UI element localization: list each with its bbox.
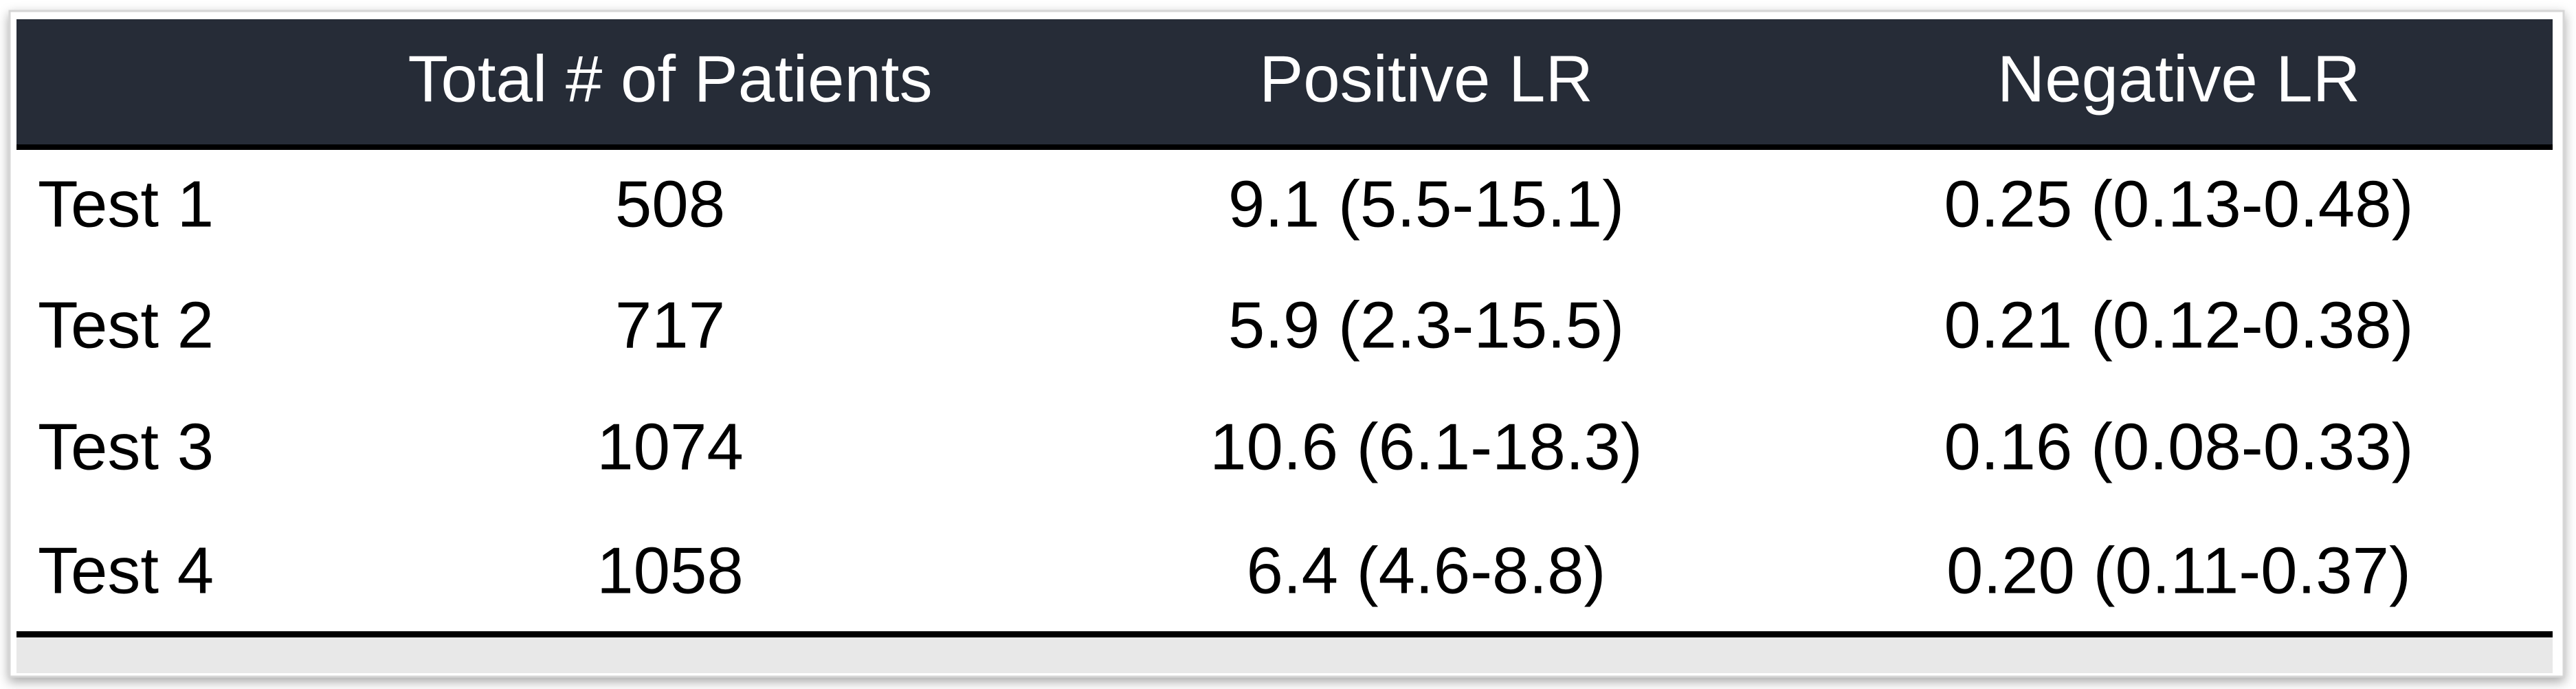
bottom-rule [16,631,2553,637]
footer-band [16,637,2553,673]
table-cell: 9.1 (5.5-15.1) [1228,167,1624,241]
table-cell: 717 [615,288,725,362]
table-cell: 6.4 (4.6-8.8) [1247,534,1606,607]
column-header: Negative LR [1997,42,2360,116]
column-header: Total # of Patients [408,42,932,116]
table-cell: 0.21 (0.12-0.38) [1944,288,2413,362]
row-label: Test 4 [38,534,214,607]
header-band [16,19,2553,144]
table-cell: 508 [615,167,725,241]
column-header: Positive LR [1259,42,1593,116]
row-label: Test 2 [38,288,214,362]
header-rule [16,144,2553,150]
table-cell: 10.6 (6.1-18.3) [1210,410,1643,483]
table-cell: 1074 [597,410,744,483]
row-label: Test 3 [38,410,214,483]
table-cell: 1058 [597,534,744,607]
row-label: Test 1 [38,167,214,241]
table-cell: 0.20 (0.11-0.37) [1946,534,2411,607]
table-cell: 0.16 (0.08-0.33) [1944,410,2413,483]
table-cell: 5.9 (2.3-15.5) [1228,288,1624,362]
table-cell: 0.25 (0.13-0.48) [1944,167,2413,241]
table-body: Total # of Patients Positive LR Negative L… [38,42,2414,607]
